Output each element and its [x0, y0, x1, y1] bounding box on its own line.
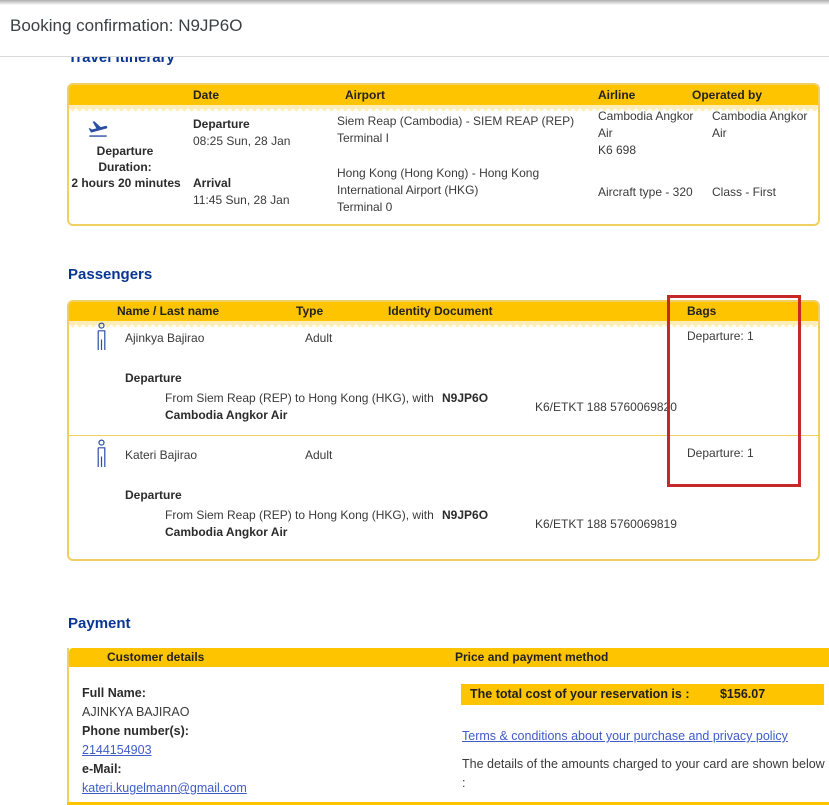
passenger-name: Ajinkya Bajirao — [125, 331, 205, 345]
person-outline-icon — [95, 322, 108, 357]
page-title: Booking confirmation: N9JP6O — [10, 16, 243, 35]
payment-section-title: Payment — [68, 615, 131, 632]
departure-datetime: 08:25 Sun, 28 Jan — [193, 134, 291, 148]
duration-value: 2 hours 20 minutes — [71, 176, 181, 190]
col-airport: Airport — [345, 88, 385, 102]
passengers-section-title: Passengers — [68, 266, 153, 283]
header-zigzag-edge — [69, 321, 818, 328]
col-date: Date — [193, 88, 220, 102]
col-identity-document: Identity Document — [388, 304, 493, 318]
row-divider — [69, 435, 818, 436]
duration-label: Duration: — [98, 160, 152, 174]
passengers-table-header: Name / Last name Type Identity Document … — [69, 302, 818, 321]
segment-label: Departure — [125, 371, 182, 385]
passenger-name: Kateri Bajirao — [125, 448, 198, 462]
person-outline-icon — [95, 439, 108, 474]
departure-label: Departure — [193, 117, 250, 131]
full-name-label: Full Name: — [82, 686, 146, 700]
segment-route: From Siem Reap (REP) to Hong Kong (HKG),… — [165, 391, 434, 405]
arrival-label: Arrival — [193, 176, 232, 190]
passenger-type: Adult — [305, 448, 333, 462]
arrival-datetime: 11:45 Sun, 28 Jan — [193, 193, 290, 207]
flight-number: K6 698 — [598, 143, 637, 157]
arrival-terminal: Terminal 0 — [337, 200, 393, 214]
phone-link[interactable]: 2144154903 — [82, 743, 152, 757]
email-link[interactable]: kateri.kugelmann@gmail.com — [82, 781, 247, 795]
col-name: Name / Last name — [117, 304, 220, 318]
aircraft-type: Aircraft type - 320 — [598, 185, 693, 199]
segment-route: From Siem Reap (REP) to Hong Kong (HKG),… — [165, 508, 434, 522]
full-name-value: AJINKYA BAJIRAO — [82, 705, 190, 719]
payment-table-header: Customer details Price and payment metho… — [69, 648, 829, 667]
col-customer-details: Customer details — [107, 650, 205, 664]
next-table-header-cutoff — [67, 802, 829, 805]
passenger-type: Adult — [305, 331, 333, 345]
itinerary-section-title: Travel Itinerary — [68, 57, 175, 65]
cabin-class: Class - First — [712, 185, 776, 199]
booking-reference: N9JP6O — [442, 508, 489, 522]
airline-name: Cambodia Angkor Air — [598, 109, 694, 140]
col-airline: Airline — [598, 88, 636, 102]
charge-details-note: The details of the amounts charged to yo… — [462, 757, 825, 790]
departure-terminal: Terminal I — [337, 131, 390, 145]
passengers-table: Name / Last name Type Identity Document … — [67, 300, 820, 561]
segment-direction-label: Departure — [96, 144, 154, 158]
col-operated-by: Operated by — [692, 88, 763, 102]
total-cost-label: The total cost of your reservation is : — [470, 687, 690, 701]
window-top-shadow — [0, 0, 829, 5]
header-divider — [0, 56, 829, 57]
itinerary-table-header: Date Airport Airline Operated by — [69, 85, 818, 105]
departure-airport: Siem Reap (Cambodia) - SIEM REAP (REP) T… — [337, 113, 589, 147]
total-cost-value: $156.07 — [719, 687, 766, 701]
operated-by-name: Cambodia Angkor Air — [712, 109, 808, 140]
plane-takeoff-icon — [87, 118, 109, 145]
arrival-airport: Hong Kong (Hong Kong) - Hong Kong Intern… — [337, 165, 559, 216]
passenger-bags: Departure: 1 — [687, 446, 754, 460]
col-bags: Bags — [687, 304, 717, 318]
passenger-bags: Departure: 1 — [687, 329, 754, 343]
segment-route-airline: Cambodia Angkor Air — [165, 525, 288, 539]
itinerary-table: Date Airport Airline Operated by Departu… — [67, 83, 820, 226]
eticket-number: K6/ETKT 188 5760069820 — [535, 400, 677, 414]
col-price-payment-method: Price and payment method — [455, 650, 609, 664]
bags-column-highlight-box — [667, 295, 801, 487]
total-cost-bar: The total cost of your reservation is : … — [461, 684, 824, 705]
booking-reference: N9JP6O — [442, 391, 489, 405]
header-zigzag-edge — [69, 105, 818, 112]
email-label: e-Mail: — [82, 762, 122, 776]
phone-label: Phone number(s): — [82, 724, 189, 738]
payment-table: Customer details Price and payment metho… — [67, 648, 829, 805]
terms-conditions-link[interactable]: Terms & conditions about your purchase a… — [462, 729, 788, 743]
eticket-number: K6/ETKT 188 5760069819 — [535, 517, 677, 531]
segment-label: Departure — [125, 488, 182, 502]
airline-info: Cambodia Angkor Air K6 698 — [598, 108, 704, 159]
segment-route-airline: Cambodia Angkor Air — [165, 408, 288, 422]
col-type: Type — [296, 304, 324, 318]
